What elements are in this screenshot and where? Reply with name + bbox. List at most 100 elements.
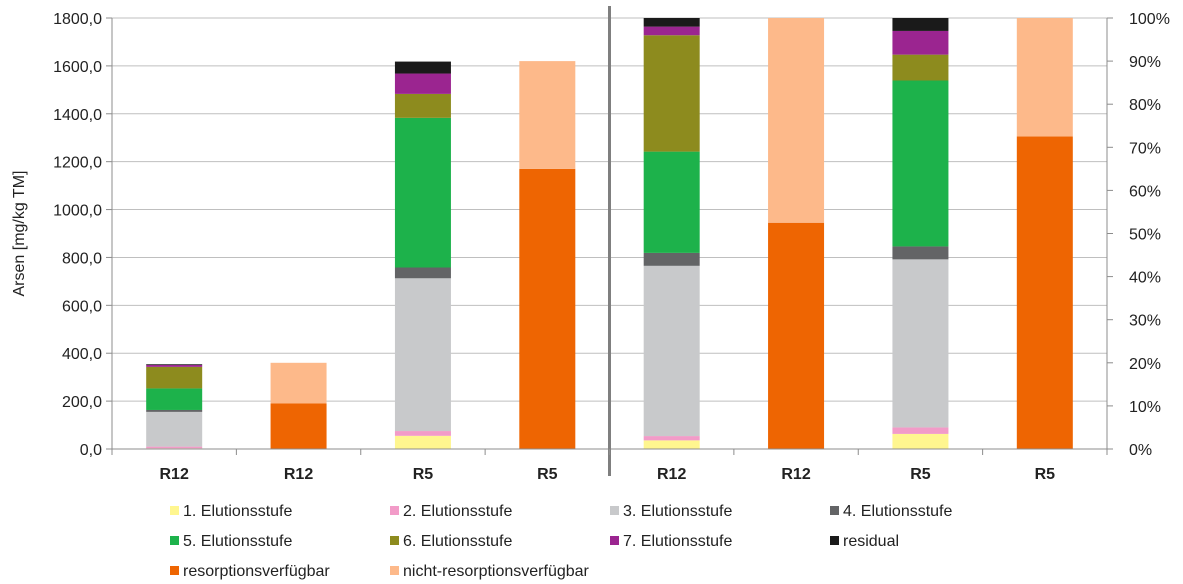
bar-segment [892,246,949,260]
bar-segment [1016,136,1073,449]
legend-label: 6. Elutionsstufe [403,533,513,550]
bar-segment [519,61,576,169]
bar-segment [146,446,203,449]
y2-tick-label: 20% [1129,356,1161,373]
bar-segment [394,435,451,449]
legend-swatch [390,566,399,575]
legend-item: 4. Elutionsstufe [830,503,953,520]
legend-swatch [610,536,619,545]
bar-segment [270,362,327,404]
legend-label: 3. Elutionsstufe [623,503,733,520]
legend-label: 1. Elutionsstufe [183,503,293,520]
bar-segment [892,30,949,55]
legend-swatch [830,506,839,515]
legend-swatch [170,536,179,545]
bar-segment [768,18,825,223]
bar-segment [146,364,203,367]
bar-segment [643,252,700,266]
bar-segment [892,433,949,449]
bar-segment [146,388,203,410]
category-label: R12 [284,466,313,483]
legend-label: residual [843,533,899,550]
legend-item: 5. Elutionsstufe [170,533,293,550]
legend-label: nicht-resorptionsverfügbar [403,563,590,580]
legend-item: 7. Elutionsstufe [610,533,733,550]
y-tick-label: 0,0 [80,442,102,459]
legend-item: 2. Elutionsstufe [390,503,513,520]
bar-segment [643,26,700,36]
bar-segment [643,151,700,253]
y-tick-label: 1200,0 [53,155,102,172]
y-tick-label: 200,0 [62,394,102,411]
y2-tick-label: 10% [1129,399,1161,416]
y2-tick-label: 70% [1129,140,1161,157]
bar-segment [394,117,451,268]
bar-segment [146,411,203,447]
y-tick-label: 800,0 [62,250,102,267]
y2-tick-label: 60% [1129,183,1161,200]
y2-tick-label: 90% [1129,54,1161,71]
legend-swatch [170,506,179,515]
legend-item: 6. Elutionsstufe [390,533,513,550]
legend-item: residual [830,533,899,550]
category-label: R12 [160,466,189,483]
bar-segment [892,427,949,434]
bar-segment [892,54,949,81]
legend-swatch [390,506,399,515]
category-label: R12 [781,466,810,483]
bar-segment [394,278,451,432]
y-axis-title: Arsen [mg/kg TM] [11,171,28,297]
legend-label: 4. Elutionsstufe [843,503,953,520]
bar-segment [394,431,451,436]
legend-swatch [610,506,619,515]
y-tick-label: 1400,0 [53,107,102,124]
legend-label: 7. Elutionsstufe [623,533,733,550]
y-tick-label: 1000,0 [53,203,102,220]
bars [146,18,1073,449]
legend-label: 5. Elutionsstufe [183,533,293,550]
legend-swatch [830,536,839,545]
bar-segment [394,73,451,94]
bar-segment [519,168,576,449]
y2-tick-label: 30% [1129,313,1161,330]
legend-swatch [170,566,179,575]
bar-segment [892,259,949,428]
y-tick-label: 1800,0 [53,11,102,28]
legend-item: 3. Elutionsstufe [610,503,733,520]
bar-segment [643,18,700,27]
bar-segment [643,265,700,437]
y-tick-label: 400,0 [62,346,102,363]
bar-segment [270,403,327,449]
axes [106,6,1113,476]
y2-tick-label: 40% [1129,270,1161,287]
bar-segment [892,18,949,31]
bar-segment [892,80,949,247]
legend-item: 1. Elutionsstufe [170,503,293,520]
y2-tick-label: 0% [1129,442,1152,459]
y-tick-label: 600,0 [62,298,102,315]
bar-segment [146,409,203,412]
bar-segment [643,436,700,441]
y2-tick-label: 80% [1129,97,1161,114]
y2-tick-label: 50% [1129,227,1161,244]
category-label: R12 [657,466,686,483]
category-label: R5 [1035,466,1056,483]
category-label: R5 [537,466,558,483]
axis-labels: 0,0 200,0 400,0 600,0 800,0 1000,0 1200,0 1400,… [11,11,1170,483]
bar-segment [643,440,700,449]
legend-item: resorptionsverfügbar [170,563,330,580]
legend-label: resorptionsverfügbar [183,563,330,580]
legend: 1. Elutionsstufe 2. Elutionsstufe 3. Eluti… [170,503,953,580]
legend-item: nicht-resorptionsverfügbar [390,563,590,580]
bar-segment [768,222,825,449]
bar-segment [394,61,451,74]
y-tick-label: 1600,0 [53,59,102,76]
bar-segment [643,35,700,152]
legend-swatch [390,536,399,545]
bar-segment [1016,18,1073,137]
bar-segment [394,93,451,118]
y2-tick-label: 100% [1129,11,1170,28]
category-label: R5 [910,466,931,483]
bar-segment [146,366,203,389]
